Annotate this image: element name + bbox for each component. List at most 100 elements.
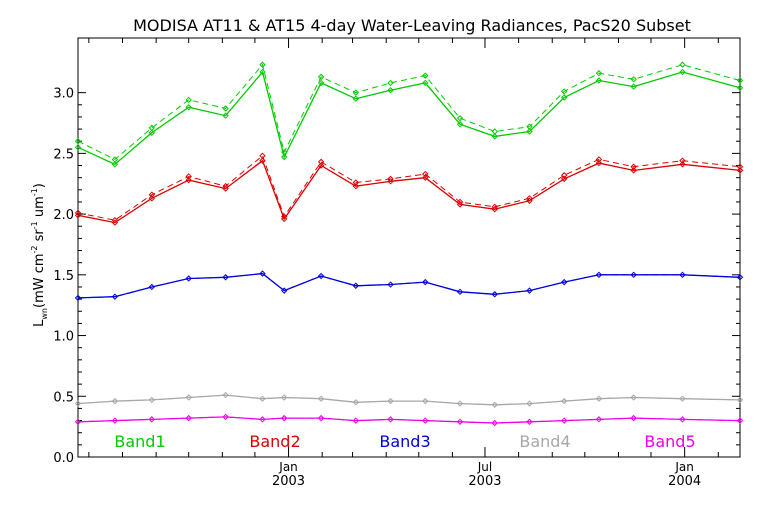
data-point-dashed: [422, 170, 429, 178]
series-line-dashed: [77, 394, 741, 406]
y-axis-label-symbol: L: [32, 319, 47, 327]
x-tick-label-year: 2003: [468, 474, 501, 489]
data-point: [526, 418, 533, 425]
data-point: [259, 270, 266, 277]
y-tick-label: 0.5: [53, 390, 74, 405]
data-point: [148, 396, 156, 404]
data-point-dashed: [491, 128, 498, 135]
data-point: [280, 153, 288, 161]
data-point: [630, 83, 637, 90]
data-point-dashed: [560, 88, 568, 95]
series-band3: [74, 270, 744, 302]
legend-item-band4: Band4: [519, 432, 570, 451]
data-point: [630, 271, 637, 279]
data-point: [526, 287, 533, 294]
series-band2: [74, 152, 744, 226]
series-line: [77, 394, 741, 406]
data-point: [387, 87, 394, 94]
y-axis-label-unit: um: [32, 196, 47, 221]
data-point: [317, 272, 325, 280]
data-point-dashed: [148, 124, 156, 132]
data-point-dashed: [387, 79, 394, 87]
data-point: [736, 84, 744, 92]
data-point: [148, 129, 156, 136]
series-line: [77, 159, 741, 224]
data-point-dashed: [280, 213, 288, 220]
data-point: [456, 201, 464, 208]
data-point-dashed: [259, 61, 266, 68]
data-point: [280, 414, 288, 422]
data-point: [111, 161, 119, 168]
data-point-dashed: [148, 191, 156, 198]
plot-frame: [77, 37, 741, 458]
data-point-dashed: [630, 76, 637, 83]
data-point: [595, 416, 603, 423]
data-point: [679, 395, 686, 402]
data-point: [456, 418, 464, 425]
x-tick-label-month: Jul: [477, 460, 492, 474]
data-point: [259, 68, 266, 76]
data-point: [679, 271, 686, 279]
data-point: [74, 418, 82, 425]
series-line: [77, 416, 741, 424]
data-point: [422, 397, 429, 405]
data-point-dashed: [317, 73, 325, 81]
data-point-dashed: [736, 77, 744, 84]
data-point: [259, 157, 266, 164]
data-point-dashed: [185, 96, 192, 104]
y-axis-label-close: ): [32, 183, 47, 188]
data-point: [222, 185, 229, 192]
data-point: [111, 293, 119, 300]
data-point-dashed: [185, 173, 192, 180]
data-point-dashed: [280, 148, 288, 156]
data-point: [352, 95, 360, 102]
data-point: [422, 278, 429, 286]
data-point-dashed: [352, 179, 360, 186]
series-line: [77, 272, 741, 299]
x-tick-label-year: 2003: [272, 474, 305, 489]
data-point-dashed: [317, 158, 325, 166]
data-point: [185, 104, 192, 111]
data-point-dashed: [736, 163, 744, 170]
data-point: [387, 416, 394, 423]
x-tick-label-year: 2004: [668, 474, 701, 489]
data-point: [111, 219, 119, 226]
data-point: [526, 400, 533, 407]
data-point: [560, 397, 568, 405]
data-point: [630, 414, 637, 422]
legend-item-band2: Band2: [249, 432, 300, 451]
data-point: [259, 416, 266, 423]
data-point: [736, 274, 744, 281]
data-point: [317, 414, 325, 422]
data-point: [491, 291, 498, 298]
series-line-dashed: [77, 273, 741, 299]
data-point: [259, 395, 266, 402]
data-point: [352, 417, 360, 424]
data-point-dashed: [456, 198, 464, 206]
y-axis-label-exp1: -2: [30, 245, 39, 253]
data-point: [679, 68, 686, 76]
data-point: [222, 413, 229, 421]
data-point: [74, 400, 82, 407]
y-tick-label: 2.5: [53, 147, 74, 162]
data-point: [456, 400, 464, 407]
data-point-dashed: [222, 105, 229, 112]
data-point-dashed: [630, 163, 637, 170]
data-point: [526, 197, 533, 204]
data-point: [491, 206, 498, 213]
data-point: [74, 144, 82, 151]
data-point-dashed: [526, 123, 533, 130]
data-point: [422, 417, 429, 424]
axes: 0.00.51.01.52.02.53.0Jan2003Jul2003Jan20…: [53, 37, 741, 489]
series-band1: [74, 61, 744, 168]
y-tick-label: 2.0: [53, 208, 74, 223]
data-point-dashed: [595, 156, 603, 163]
data-point: [456, 121, 464, 128]
series-line-dashed: [77, 154, 741, 221]
series-layer: [74, 61, 744, 427]
data-point-dashed: [111, 156, 119, 163]
y-tick-label: 1.0: [53, 330, 74, 345]
data-point-dashed: [74, 209, 82, 217]
data-point: [222, 274, 229, 281]
